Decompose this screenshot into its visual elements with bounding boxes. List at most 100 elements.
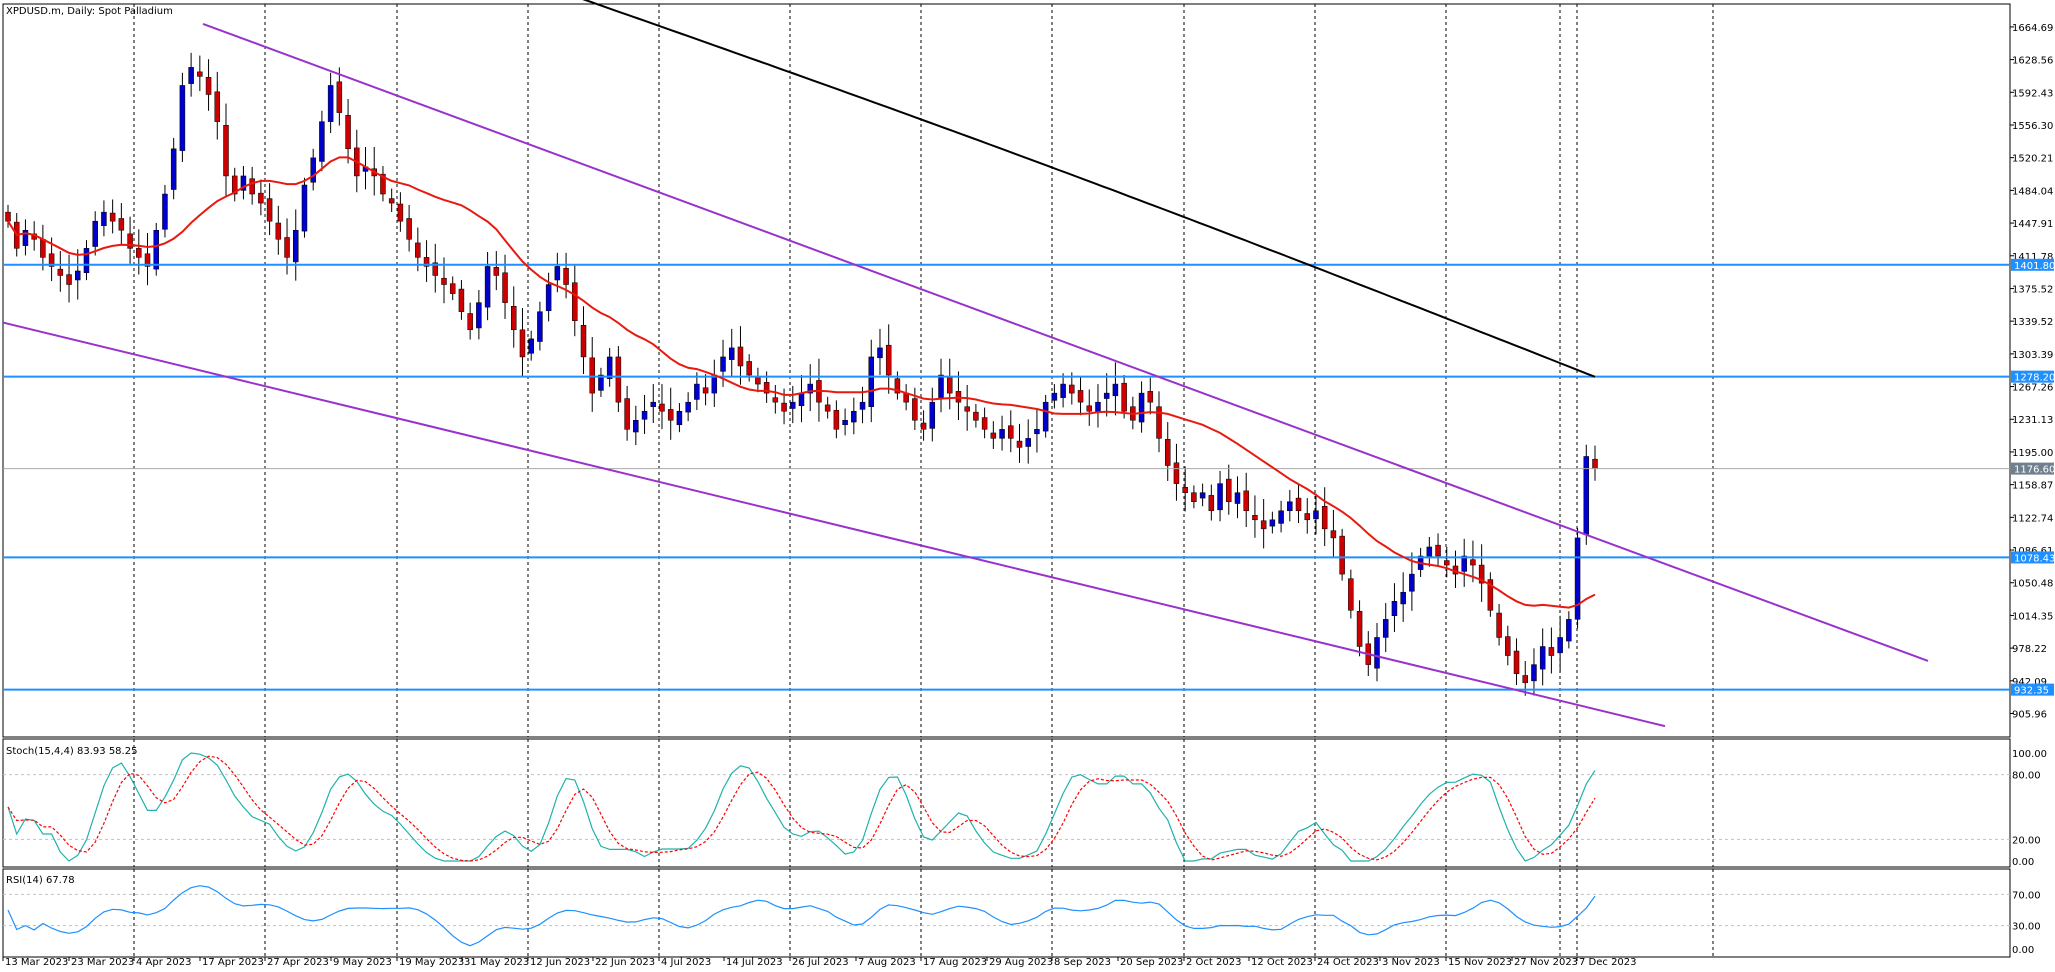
y-tick-label: 1375.52: [2012, 285, 2053, 296]
bull-candle: [720, 356, 726, 372]
bull-candle: [598, 374, 604, 391]
bear-candle: [275, 222, 282, 240]
y-tick-label: 1592.43: [2012, 88, 2053, 99]
bear-candle: [580, 325, 587, 358]
rsi-y-tick: 0.00: [2012, 945, 2034, 956]
bear-candle: [563, 267, 569, 285]
x-tick-label: 24 Oct 2023: [1317, 957, 1379, 968]
y-tick-label: 1484.04: [2012, 186, 2053, 197]
bear-candle: [702, 387, 709, 394]
y-tick-label: 1195.00: [2012, 448, 2053, 459]
bear-candle: [380, 173, 386, 195]
bull-candle: [83, 248, 90, 274]
y-tick-label: 1014.35: [2012, 611, 2053, 622]
bear-candle: [519, 329, 526, 358]
price-label: 1401.80: [2014, 261, 2055, 272]
bear-candle: [249, 178, 255, 195]
bear-candle: [223, 125, 229, 177]
bull-candle: [1199, 492, 1206, 499]
x-tick-label: 23 Mar 2023: [71, 957, 134, 968]
bull-candle: [22, 229, 29, 246]
bear-candle: [981, 417, 988, 430]
bear-candle: [1487, 579, 1494, 611]
bull-candle: [101, 211, 107, 226]
bear-candle: [1260, 520, 1267, 530]
bear-candle: [197, 71, 203, 77]
bull-candle: [694, 383, 700, 400]
bear-candle: [772, 397, 779, 403]
y-tick-label: 1556.30: [2012, 121, 2053, 132]
bear-candle: [1243, 490, 1249, 512]
y-tick-label: 1411.78: [2012, 252, 2053, 263]
x-tick-label: 12 Oct 2023: [1251, 957, 1313, 968]
bull-candle: [1278, 510, 1284, 524]
price-label: 1278.20: [2014, 373, 2055, 384]
bear-candle: [1478, 564, 1485, 584]
x-tick-label: 22 Jun 2023: [595, 957, 655, 968]
bear-candle: [1226, 478, 1232, 502]
bull-candle: [1234, 492, 1241, 504]
stochastic-signal-line: [7, 755, 1596, 862]
bear-candle: [1339, 535, 1345, 575]
y-tick-label: 1339.52: [2012, 317, 2053, 328]
x-tick-label: 27 Nov 2023: [1514, 957, 1578, 968]
bear-candle: [1086, 405, 1093, 412]
bull-candle: [868, 356, 875, 407]
bull-candle: [1557, 637, 1563, 654]
bear-candle: [1356, 610, 1363, 647]
bear-candle: [57, 268, 64, 276]
bear-candle: [1252, 515, 1258, 521]
bear-candle: [1470, 559, 1476, 566]
bull-candle: [999, 429, 1005, 439]
bear-candle: [1330, 530, 1337, 539]
bear-candle: [1173, 462, 1180, 484]
bear-candle: [109, 212, 116, 222]
bear-candle: [1548, 647, 1555, 656]
x-tick-label: 4 Apr 2023: [136, 957, 191, 968]
bear-candle: [127, 233, 133, 249]
bear-candle: [1505, 636, 1511, 656]
price-label: 1176.60: [2014, 465, 2055, 476]
bear-candle: [824, 404, 831, 412]
price-label-box: [2011, 258, 2054, 271]
bull-candle: [1461, 555, 1467, 572]
bear-candle: [1321, 505, 1328, 530]
bear-candle: [66, 274, 72, 285]
bull-candle: [1034, 429, 1040, 435]
bear-candle: [1444, 560, 1450, 566]
bear-candle: [737, 346, 744, 367]
x-tick-label: 26 Jul 2023: [792, 957, 849, 968]
bull-candle: [1051, 392, 1058, 401]
bear-candle: [912, 398, 918, 421]
x-tick-label: 19 May 2023: [399, 957, 464, 968]
y-tick-label: 1267.26: [2012, 383, 2053, 394]
stochastic-y-tick: 100.00: [2012, 749, 2047, 760]
bear-candle: [493, 267, 500, 276]
bear-candle: [1435, 544, 1441, 557]
bear-candle: [397, 203, 404, 222]
bull-candle: [484, 266, 491, 308]
chart-title: XPDUSD.m, Daily: Spot Palladium: [6, 6, 173, 17]
bull-candle: [1103, 392, 1110, 399]
bull-candle: [1391, 601, 1398, 616]
bull-candle: [240, 175, 247, 191]
stochastic-y-tick: 20.00: [2012, 835, 2041, 846]
bear-candle: [48, 253, 55, 267]
x-tick-label: 15 Nov 2023: [1448, 957, 1512, 968]
bull-candle: [1409, 573, 1415, 592]
bear-candle: [144, 253, 151, 267]
bear-candle: [467, 313, 473, 331]
y-tick-label: 1158.87: [2012, 481, 2053, 492]
bear-candle: [449, 283, 456, 294]
price-label-box: [2011, 551, 2054, 564]
bull-candle: [859, 401, 866, 410]
bear-candle: [345, 115, 351, 150]
bull-candle: [1574, 537, 1581, 620]
bear-candle: [1496, 612, 1502, 638]
bull-candle: [1287, 501, 1293, 512]
rsi-title: RSI(14) 67.78: [6, 875, 75, 886]
bull-candle: [676, 410, 683, 426]
price-panel: [2, 3, 2011, 738]
bear-candle: [1191, 492, 1197, 502]
